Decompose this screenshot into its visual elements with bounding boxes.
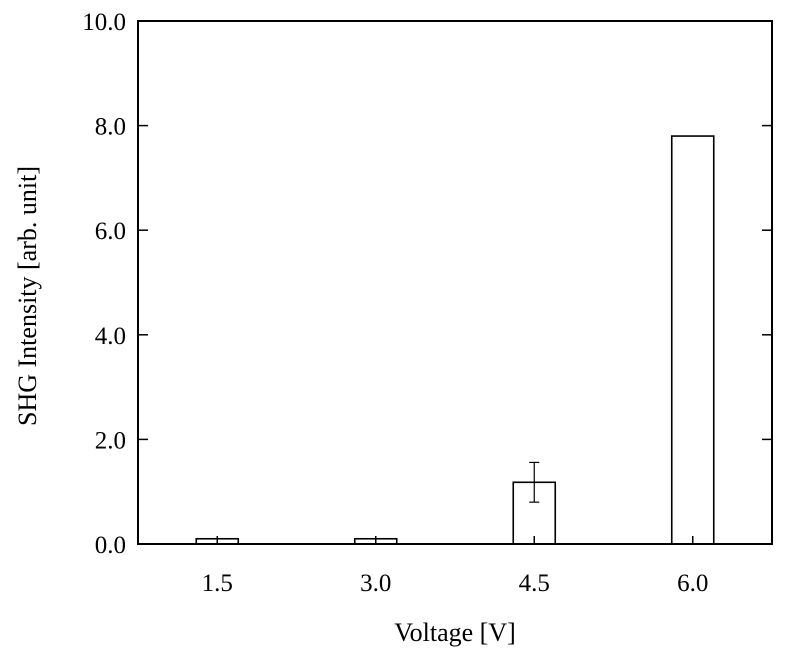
y-axis-label: SHG Intensity [arb. unit] xyxy=(13,166,42,426)
bars-group xyxy=(195,135,715,545)
y-axis-ticks: 0.0 2.0 4.0 6.0 8.0 10.0 xyxy=(82,9,772,559)
y-tick-label: 10.0 xyxy=(82,9,126,36)
plot-frame xyxy=(137,20,773,545)
y-tick-label: 2.0 xyxy=(95,427,126,454)
x-tick-label: 4.5 xyxy=(519,570,550,597)
y-tick-label: 4.0 xyxy=(95,323,126,350)
bar-6.0 xyxy=(670,135,715,545)
x-tick-label: 1.5 xyxy=(202,570,233,597)
x-axis-ticks: 1.5 3.0 4.5 6.0 xyxy=(202,536,708,597)
x-tick-label: 3.0 xyxy=(360,570,391,597)
y-tick-label: 8.0 xyxy=(95,114,126,141)
x-tick-label: 6.0 xyxy=(677,570,708,597)
error-bars-group xyxy=(529,461,540,503)
y-tick-label: 6.0 xyxy=(95,218,126,245)
y-tick-label: 0.0 xyxy=(95,532,126,559)
x-axis-label: Voltage [V] xyxy=(394,618,516,647)
